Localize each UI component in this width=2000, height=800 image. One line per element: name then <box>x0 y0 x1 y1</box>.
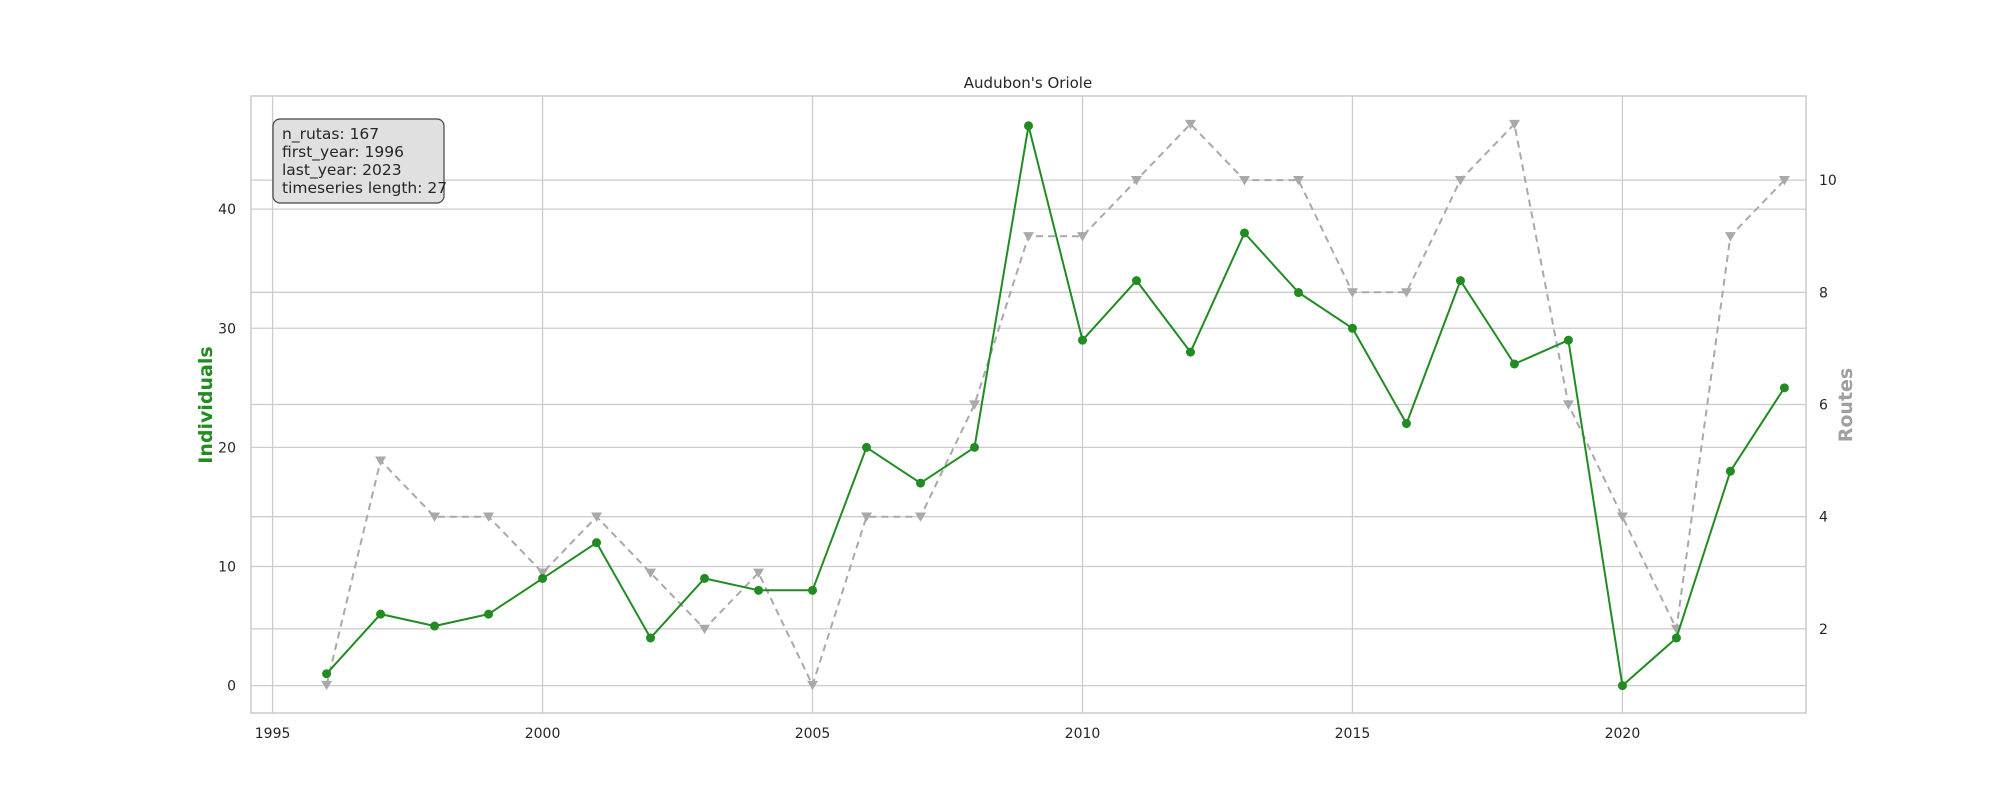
y-right-tick-label: 2 <box>1819 622 1828 638</box>
individuals-data-point <box>1131 276 1141 286</box>
info-box-background <box>272 118 445 204</box>
individuals-data-point <box>970 442 980 452</box>
routes-data-point <box>537 568 549 578</box>
individuals-data-point <box>1509 359 1519 369</box>
y-left-tick-label: 40 <box>218 202 236 218</box>
grid-lines <box>251 96 1806 713</box>
y-left-tick-label: 20 <box>218 440 236 456</box>
individuals-data-point <box>1024 121 1033 131</box>
routes-data-point <box>969 400 981 410</box>
individuals-data-point <box>430 621 440 631</box>
x-tick-label: 2005 <box>795 726 831 742</box>
info-box-line: last_year: 2023 <box>282 161 402 180</box>
routes-data-point <box>699 624 711 635</box>
series-layer <box>321 119 1790 691</box>
individuals-data-point <box>538 573 548 583</box>
info-box-line: n_rutas: 167 <box>282 125 379 144</box>
y-right-tick-label: 8 <box>1819 285 1828 301</box>
routes-data-point <box>1184 119 1196 130</box>
tick-labels: 1995 2000 2005 2010 2015 2020 0 10 20 30 40 2 4 6 8 10 <box>218 173 1837 742</box>
routes-data-point <box>1508 119 1520 130</box>
routes-data-point <box>1724 232 1736 242</box>
info-box-line: first_year: 1996 <box>282 143 404 162</box>
individuals-data-point <box>1077 335 1087 345</box>
info-box: n_rutas: 167 first_year: 1996 last_year:… <box>272 118 447 204</box>
individuals-data-point <box>1671 633 1681 643</box>
individuals-data-point <box>1779 383 1789 393</box>
routes-data-point <box>753 568 765 578</box>
routes-data-point <box>591 512 603 522</box>
y-right-tick-label: 4 <box>1819 510 1828 526</box>
individuals-data-point <box>916 478 926 488</box>
y-right-tick-label: 10 <box>1819 173 1837 189</box>
individuals-data-point <box>862 442 872 452</box>
routes-data-point <box>1562 400 1574 410</box>
individuals-data-point <box>1185 347 1195 357</box>
routes-data-point <box>915 512 927 522</box>
individuals-data-point <box>1725 466 1735 476</box>
routes-data-point <box>1238 176 1250 186</box>
y-axis-left-label: Individuals <box>195 346 217 463</box>
y-left-tick-label: 30 <box>218 321 236 337</box>
routes-data-point <box>1292 176 1304 186</box>
individuals-data-point <box>808 585 818 595</box>
y-right-tick-label: 6 <box>1819 398 1828 414</box>
routes-data-point <box>1454 176 1466 186</box>
individuals-data-point <box>376 609 386 619</box>
individuals-data-point <box>592 538 602 548</box>
routes-data-point <box>1130 176 1142 186</box>
routes-data-point <box>1023 232 1034 242</box>
plot-area-frame <box>250 95 1807 714</box>
individuals-data-point <box>1401 419 1411 429</box>
x-tick-label: 2010 <box>1065 726 1101 742</box>
individuals-data-point <box>1563 335 1573 345</box>
y-axis-right-label: Routes <box>1835 368 1857 443</box>
routes-data-point <box>807 680 819 691</box>
routes-data-point <box>429 512 441 522</box>
x-tick-label: 2015 <box>1335 726 1371 742</box>
individuals-series-line <box>325 124 1786 687</box>
chart-title: Audubon's Oriole <box>964 74 1092 92</box>
routes-data-point <box>1346 288 1358 298</box>
x-tick-label: 1995 <box>255 726 291 742</box>
individuals-data-point <box>484 609 494 619</box>
routes-data-point <box>483 512 495 522</box>
individuals-data-point <box>322 669 332 679</box>
routes-data-point <box>321 680 333 691</box>
routes-series-line <box>325 123 1786 686</box>
y-left-tick-label: 10 <box>218 559 236 575</box>
individuals-data-point <box>1239 228 1249 238</box>
info-box-line: timeseries length: 27 <box>282 179 447 197</box>
routes-data-point <box>1076 232 1088 242</box>
routes-data-point <box>645 568 657 578</box>
individuals-data-point <box>700 573 710 583</box>
routes-data-point <box>861 512 873 522</box>
individuals-data-point <box>1455 276 1465 286</box>
routes-data-point <box>375 456 387 466</box>
individuals-data-point <box>754 585 764 595</box>
x-tick-label: 2020 <box>1605 726 1641 742</box>
routes-data-point <box>1616 512 1628 522</box>
x-tick-label: 2000 <box>525 726 561 742</box>
individuals-data-point <box>1617 681 1627 691</box>
y-left-tick-label: 0 <box>227 679 236 695</box>
routes-data-point <box>1778 176 1790 186</box>
individuals-data-point <box>646 633 656 643</box>
individuals-data-point <box>1293 288 1303 298</box>
individuals-data-point <box>1347 323 1357 333</box>
routes-data-point <box>1400 288 1412 298</box>
